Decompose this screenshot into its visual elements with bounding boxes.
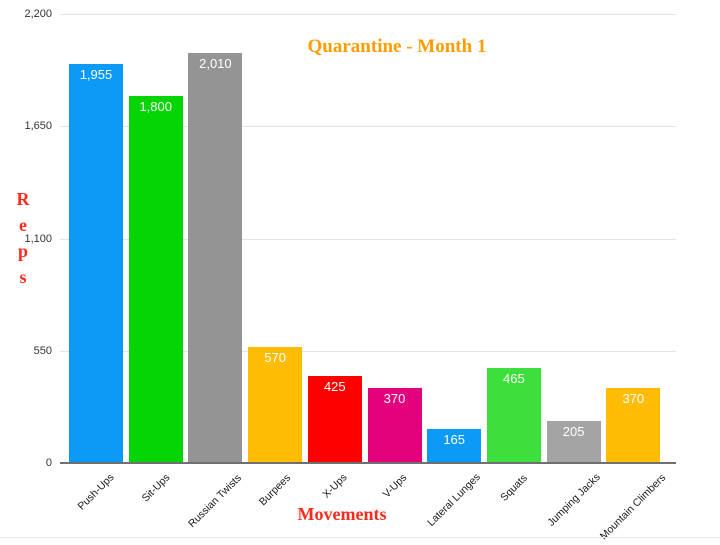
gridline [60,14,676,15]
bar-sit-ups[interactable]: 1,800 [128,95,183,463]
bar-russian-twists[interactable]: 2,010 [188,52,243,463]
gridline [60,350,676,352]
x-category-label: Jumping Jacks [544,471,603,530]
gridline [60,238,676,240]
gridline [60,126,676,128]
x-category-label: Lateral Lunges [425,471,483,530]
bar-squats[interactable]: 465 [486,368,541,463]
bar-burpees[interactable]: 570 [248,346,303,463]
x-category-label: Push-Ups [75,471,117,513]
bar-value-label: 570 [264,349,286,365]
bar-value-label: 165 [443,432,466,448]
x-category-label: Squats [498,471,530,504]
y-tick-label: 550 [33,344,52,357]
x-category-label: Russian Twists [186,471,245,530]
bar-value-label: 1,955 [79,67,113,83]
x-axis-line [60,462,676,464]
divider-line [0,537,720,538]
x-category-label: Sit-Ups [139,471,173,505]
bar-jumping-jacks[interactable]: 205 [546,421,601,463]
y-axis-title: R e p s [16,189,30,287]
bar-x-ups[interactable]: 425 [307,376,362,463]
y-tick-label: 1,650 [24,120,52,133]
y-tick-label: 2,200 [24,8,52,20]
bar-value-label: 370 [622,390,645,406]
y-tick-label: 0 [45,457,52,469]
x-category-label: Mountain Climbers [598,472,669,543]
bar-v-ups[interactable]: 370 [367,387,422,463]
bar-value-label: 1,800 [139,98,172,114]
x-axis-title: Movements [297,504,387,524]
bar-value-label: 425 [323,379,346,395]
bar-push-ups[interactable]: 1,955 [69,64,123,463]
x-category-label: Burpees [257,471,294,508]
x-category-label: X-Ups [320,471,350,501]
bar-value-label: 205 [562,424,585,440]
bar-lateral-lunges[interactable]: 165 [427,429,482,463]
bar-value-label: 2,010 [199,55,232,71]
chart-title: Quarantine - Month 1 [307,36,487,57]
y-tick-label: 1,100 [24,232,52,245]
bar-value-label: 465 [503,371,525,387]
bar-value-label: 370 [383,390,406,406]
x-category-label: V-Ups [380,471,409,501]
bar-mountain-climbers[interactable]: 370 [606,387,661,463]
